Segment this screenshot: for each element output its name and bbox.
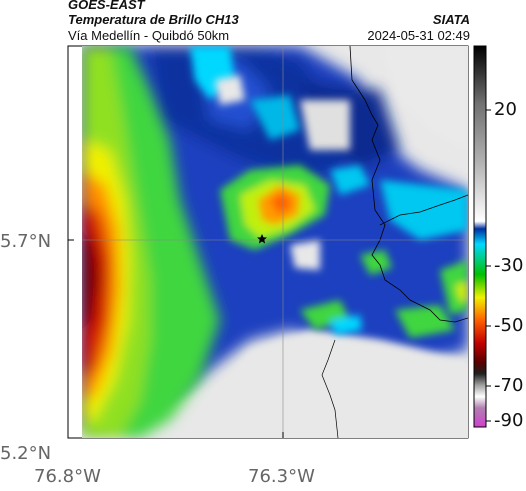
colorbar-tick-label: -90 — [494, 410, 524, 431]
map-area — [82, 46, 468, 438]
lat-tick-label: 5.2°N — [0, 443, 52, 464]
region-label: Vía Medellín - Quibdó 50km — [68, 28, 230, 43]
lat-tick-label: 5.7°N — [0, 231, 52, 252]
deep-convection-west — [82, 46, 220, 438]
river-line — [321, 339, 339, 438]
admin-border — [379, 194, 468, 226]
timestamp-label: 2024-05-31 02:49 — [367, 28, 470, 43]
source-label: SIATA — [432, 12, 470, 27]
lon-tick-label: 76.3°W — [248, 466, 315, 487]
colorbar-tick-label: -70 — [494, 375, 524, 396]
lon-tick-label: 76.8°W — [34, 466, 101, 487]
colorbar-tick-label: -50 — [494, 315, 524, 336]
coastline — [349, 46, 468, 323]
star-icon — [257, 234, 267, 244]
product-title: Temperatura de Brillo CH13 — [68, 12, 239, 27]
eastern-convective-cells — [300, 250, 468, 338]
colorbar-tick-label: 20 — [494, 99, 517, 120]
satellite-title: GOES-EAST — [68, 0, 145, 12]
colorbar — [473, 45, 487, 428]
clear-sky-patches — [150, 46, 468, 438]
central-convective-cell — [220, 165, 330, 250]
colorbar-tick-label: -30 — [494, 255, 524, 276]
